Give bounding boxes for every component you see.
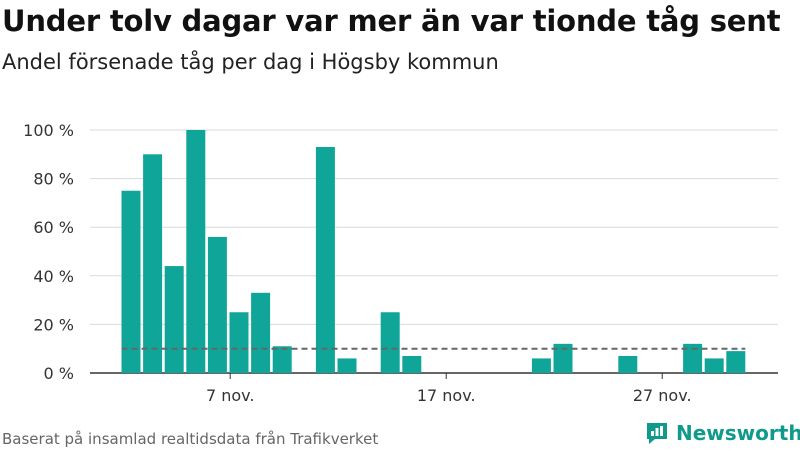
y-tick-label: 60 % <box>33 218 74 237</box>
bar <box>143 154 163 373</box>
chart-subtitle: Andel försenade tåg per dag i Högsby kom… <box>2 50 499 74</box>
y-tick-label: 40 % <box>33 267 74 286</box>
bar <box>121 190 141 373</box>
bar <box>531 358 551 373</box>
x-tick-label: 17 nov. <box>417 386 476 405</box>
bar <box>683 343 703 373</box>
newsworthy-logo-icon <box>647 423 667 444</box>
x-tick-label: 7 nov. <box>206 386 255 405</box>
bar <box>315 147 335 373</box>
source-note: Baserat på insamlad realtidsdata från Tr… <box>2 430 379 448</box>
bar <box>229 312 249 373</box>
bar <box>402 355 422 373</box>
x-tick-label: 27 nov. <box>633 386 692 405</box>
bars <box>121 130 746 373</box>
y-tick-label: 100 % <box>23 121 74 140</box>
bar <box>553 343 573 373</box>
bar <box>251 292 271 373</box>
bar <box>186 130 206 373</box>
bar <box>726 351 746 373</box>
bar <box>618 355 638 373</box>
x-axis-ticks: 7 nov. 17 nov. 27 nov. <box>206 373 692 405</box>
brand: Newsworthy <box>644 420 800 446</box>
chart-title: Under tolv dagar var mer än var tionde t… <box>2 4 781 38</box>
bar <box>704 358 724 373</box>
y-axis-ticks: 0 % 20 % 40 % 60 % 80 % 100 % <box>23 121 74 383</box>
y-tick-label: 80 % <box>33 170 74 189</box>
bar <box>380 312 400 373</box>
bar <box>164 266 184 373</box>
brand-name: Newsworthy <box>676 421 800 445</box>
bar <box>207 236 227 373</box>
bar <box>337 358 357 373</box>
bar <box>272 346 292 373</box>
y-tick-label: 20 % <box>33 315 74 334</box>
bar-chart: 0 % 20 % 40 % 60 % 80 % 100 % 7 nov. 17 nov. 27… <box>23 121 778 405</box>
y-tick-label: 0 % <box>44 364 74 383</box>
